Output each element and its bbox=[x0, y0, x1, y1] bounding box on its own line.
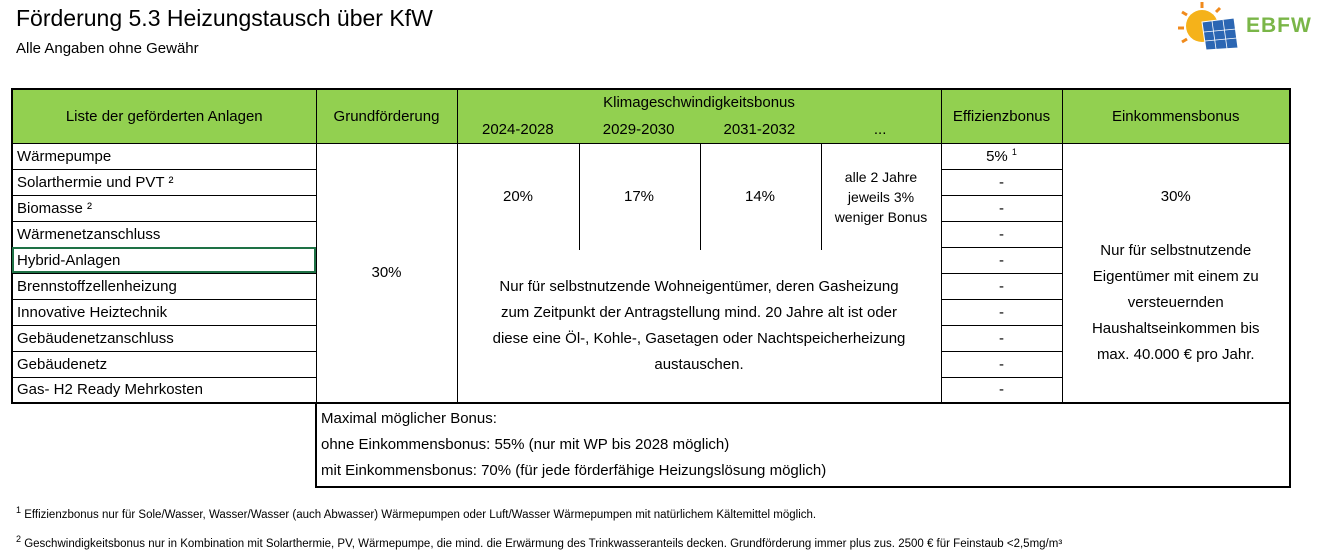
effizienz-value: - bbox=[940, 220, 1063, 248]
header-einkommensbonus: Einkommensbonus bbox=[1061, 88, 1291, 144]
klima-value-2029: 17% bbox=[623, 188, 655, 205]
ebfw-logo: EBFW bbox=[1176, 0, 1316, 52]
einkommen-note-line: Eigentümer mit einem zu bbox=[1092, 267, 1259, 285]
header-anlagen: Liste der geförderten Anlagen bbox=[11, 88, 317, 144]
einkommensbonus-note: Nur für selbstnutzende Eigentümer mit ei… bbox=[1063, 238, 1290, 368]
sun-solar-panel-icon bbox=[1178, 2, 1239, 51]
max-bonus-ohne: ohne Einkommensbonus: 55% (nur mit WP bi… bbox=[321, 436, 730, 453]
footnote-1: 1 Effizienzbonus nur für Sole/Wasser, Wa… bbox=[16, 505, 816, 521]
einkommen-note-line: versteuernden bbox=[1127, 293, 1224, 311]
year-2024-2028: 2024-2028 bbox=[482, 121, 554, 139]
grundfoerderung-value: 30% bbox=[315, 142, 458, 404]
header-effizienzbonus: Effizienzbonus bbox=[940, 88, 1063, 144]
row-name-solarthermie[interactable]: Solarthermie und PVT ² bbox=[11, 168, 317, 196]
einkommensbonus-cell: 30% Nur für selbstnutzende Eigentümer mi… bbox=[1061, 142, 1291, 404]
year-later: ... bbox=[873, 121, 887, 139]
effizienz-value: - bbox=[940, 168, 1063, 196]
klimabonus-title: Klimageschwindigkeitsbonus bbox=[603, 94, 795, 112]
max-bonus-mit: mit Einkommensbonus: 70% (für jede förde… bbox=[321, 462, 827, 479]
effizienz-value: - bbox=[940, 194, 1063, 222]
row-name-brennstoffzellen[interactable]: Brennstoffzellenheizung bbox=[11, 272, 317, 300]
klima-condition-line: Nur für selbstnutzende Wohneigentümer, d… bbox=[499, 277, 899, 295]
effizienz-value: - bbox=[940, 272, 1063, 300]
row-name-gas-h2-ready[interactable]: Gas- H2 Ready Mehrkosten bbox=[11, 376, 317, 404]
effizienz-value: - bbox=[940, 350, 1063, 378]
row-name-hybrid-anlagen[interactable]: Hybrid-Anlagen bbox=[11, 246, 317, 274]
klima-condition: Nur für selbstnutzende Wohneigentümer, d… bbox=[458, 274, 941, 378]
row-name-innovative-heiztechnik[interactable]: Innovative Heiztechnik bbox=[11, 298, 317, 326]
funding-table: Liste der geförderten Anlagen Grundförde… bbox=[11, 88, 1291, 488]
page-title: Förderung 5.3 Heizungstausch über KfW bbox=[16, 5, 433, 31]
footnote-mark: 2 bbox=[16, 534, 22, 544]
footnote-mark: 1 bbox=[1011, 147, 1017, 157]
klima-condition-line: diese eine Öl-, Kohle-, Gasetagen oder N… bbox=[492, 329, 906, 347]
row-name-waermenetzanschluss[interactable]: Wärmenetzanschluss bbox=[11, 220, 317, 248]
effizienz-value-text: 5% bbox=[986, 148, 1008, 165]
klima-value-2031: 14% bbox=[744, 188, 776, 205]
klima-later-line: weniger Bonus bbox=[834, 208, 928, 225]
logo-text: EBFW bbox=[1246, 14, 1312, 37]
einkommen-note-line: max. 40.000 € pro Jahr. bbox=[1096, 345, 1255, 363]
klimabonus-cell: 20% 17% 14% alle 2 Jahre jeweils 3% weni… bbox=[456, 142, 942, 404]
klima-condition-line: zum Zeitpunkt der Antragstellung mind. 2… bbox=[500, 303, 898, 321]
einkommensbonus-value: 30% bbox=[1160, 187, 1191, 205]
effizienz-value: 5% 1 bbox=[940, 142, 1063, 170]
row-name-gebaeudenetzanschluss[interactable]: Gebäudenetzanschluss bbox=[11, 324, 317, 352]
klima-later-line: alle 2 Jahre bbox=[844, 168, 918, 185]
effizienz-value: - bbox=[940, 298, 1063, 326]
header-klimabonus: Klimageschwindigkeitsbonus 2024-2028 202… bbox=[456, 88, 942, 144]
footnote-text: Geschwindigkeitsbonus nur in Kombination… bbox=[24, 537, 1063, 550]
klima-later-note: alle 2 Jahre jeweils 3% weniger Bonus bbox=[821, 144, 942, 250]
effizienz-value: - bbox=[940, 246, 1063, 274]
klima-condition-line: austauschen. bbox=[654, 355, 744, 373]
year-2031-2032: 2031-2032 bbox=[723, 121, 796, 139]
einkommen-note-line: Nur für selbstnutzende bbox=[1100, 241, 1252, 259]
footnote-mark: 1 bbox=[16, 505, 22, 515]
einkommen-note-line: Haushaltseinkommen bis bbox=[1091, 319, 1260, 337]
footnote-2: 2 Geschwindigkeitsbonus nur in Kombinati… bbox=[16, 534, 1062, 550]
page-subtitle: Alle Angaben ohne Gewähr bbox=[16, 40, 199, 57]
max-bonus-title: Maximal möglicher Bonus: bbox=[321, 410, 497, 427]
row-name-waermepumpe[interactable]: Wärmepumpe bbox=[11, 142, 317, 170]
footnote-text: Effizienzbonus nur für Sole/Wasser, Wass… bbox=[24, 508, 817, 521]
effizienz-value: - bbox=[940, 324, 1063, 352]
klima-later-line: jeweils 3% bbox=[847, 188, 915, 205]
max-bonus-box: Maximal möglicher Bonus: ohne Einkommens… bbox=[315, 402, 1291, 488]
klima-value-2024: 20% bbox=[502, 188, 534, 205]
header-grundfoerderung: Grundförderung bbox=[315, 88, 458, 144]
year-2029-2030: 2029-2030 bbox=[602, 121, 675, 139]
effizienz-value: - bbox=[940, 376, 1063, 404]
row-name-biomasse[interactable]: Biomasse ² bbox=[11, 194, 317, 222]
row-name-gebaeudenetz[interactable]: Gebäudenetz bbox=[11, 350, 317, 378]
